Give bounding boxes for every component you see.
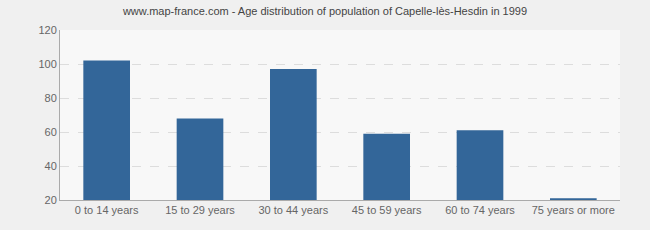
svg-text:120: 120 (38, 24, 56, 36)
svg-text:www.map-france.com - Age distr: www.map-france.com - Age distribution of… (122, 5, 527, 17)
svg-text:75 years or more: 75 years or more (532, 204, 615, 216)
svg-text:30 to 44 years: 30 to 44 years (258, 204, 328, 216)
svg-text:0 to 14 years: 0 to 14 years (75, 204, 139, 216)
svg-text:15 to 29 years: 15 to 29 years (165, 204, 235, 216)
svg-text:100: 100 (38, 58, 56, 70)
svg-text:80: 80 (45, 92, 57, 104)
svg-text:60 to 74 years: 60 to 74 years (445, 204, 515, 216)
svg-text:40: 40 (45, 160, 57, 172)
svg-text:60: 60 (45, 126, 57, 138)
svg-text:20: 20 (45, 194, 57, 206)
svg-text:45 to 59 years: 45 to 59 years (352, 204, 422, 216)
